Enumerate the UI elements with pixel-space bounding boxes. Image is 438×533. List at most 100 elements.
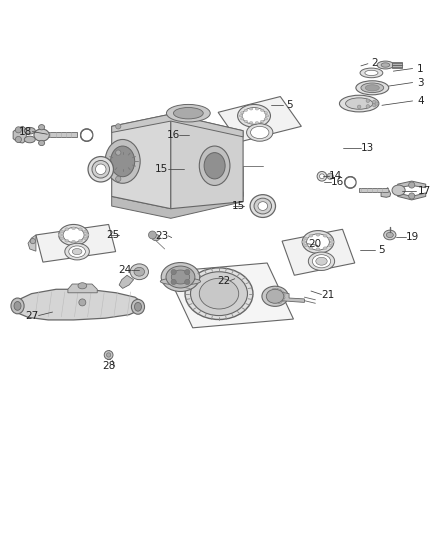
- Ellipse shape: [83, 237, 87, 240]
- Ellipse shape: [261, 120, 264, 123]
- Ellipse shape: [328, 244, 332, 247]
- Ellipse shape: [346, 98, 373, 109]
- Text: 13: 13: [361, 143, 374, 154]
- Circle shape: [15, 127, 21, 133]
- Ellipse shape: [78, 282, 87, 289]
- Ellipse shape: [339, 95, 379, 112]
- Polygon shape: [68, 284, 97, 293]
- Ellipse shape: [304, 237, 307, 240]
- Ellipse shape: [251, 126, 269, 139]
- Ellipse shape: [381, 63, 390, 67]
- Text: 15: 15: [232, 201, 245, 211]
- Ellipse shape: [71, 240, 76, 243]
- Circle shape: [116, 176, 121, 182]
- Ellipse shape: [254, 198, 272, 214]
- Polygon shape: [13, 289, 144, 320]
- Ellipse shape: [39, 125, 45, 130]
- Ellipse shape: [134, 302, 141, 311]
- Ellipse shape: [317, 172, 327, 181]
- Ellipse shape: [152, 235, 160, 241]
- Ellipse shape: [60, 230, 64, 233]
- Text: 5: 5: [378, 245, 385, 255]
- Ellipse shape: [360, 68, 383, 78]
- Ellipse shape: [365, 70, 378, 76]
- Ellipse shape: [71, 227, 76, 230]
- Circle shape: [116, 150, 121, 155]
- Ellipse shape: [92, 160, 110, 178]
- Ellipse shape: [255, 108, 259, 110]
- Polygon shape: [282, 229, 355, 275]
- Text: 14: 14: [328, 171, 342, 181]
- Text: 17: 17: [417, 186, 431, 196]
- Text: 16: 16: [166, 130, 180, 140]
- Text: 22: 22: [217, 276, 230, 286]
- Ellipse shape: [247, 124, 273, 141]
- Ellipse shape: [25, 136, 35, 143]
- Circle shape: [79, 299, 86, 306]
- Ellipse shape: [81, 129, 93, 141]
- Ellipse shape: [323, 247, 327, 249]
- Ellipse shape: [199, 146, 230, 185]
- Ellipse shape: [365, 85, 379, 91]
- Polygon shape: [13, 126, 26, 143]
- Ellipse shape: [63, 228, 84, 243]
- Ellipse shape: [261, 109, 264, 111]
- Ellipse shape: [237, 104, 270, 127]
- Polygon shape: [28, 235, 36, 251]
- Circle shape: [372, 103, 376, 107]
- Ellipse shape: [242, 108, 266, 124]
- Ellipse shape: [78, 228, 82, 230]
- Ellipse shape: [356, 81, 389, 95]
- Ellipse shape: [240, 112, 244, 114]
- Ellipse shape: [69, 246, 85, 257]
- Ellipse shape: [83, 230, 87, 233]
- Text: 2: 2: [371, 58, 378, 68]
- Circle shape: [104, 351, 113, 359]
- Text: 15: 15: [155, 164, 168, 174]
- Ellipse shape: [255, 122, 259, 124]
- Circle shape: [171, 279, 176, 285]
- Polygon shape: [112, 114, 243, 137]
- Circle shape: [375, 102, 378, 106]
- Ellipse shape: [307, 234, 329, 250]
- Text: 18: 18: [19, 127, 32, 136]
- Ellipse shape: [312, 255, 331, 268]
- Ellipse shape: [264, 112, 268, 114]
- Text: 3: 3: [417, 77, 424, 87]
- Ellipse shape: [302, 241, 306, 243]
- Ellipse shape: [199, 278, 239, 309]
- Ellipse shape: [302, 231, 334, 253]
- Text: 20: 20: [308, 239, 321, 249]
- Circle shape: [409, 193, 415, 199]
- Ellipse shape: [308, 252, 335, 270]
- Ellipse shape: [171, 270, 190, 284]
- Ellipse shape: [316, 233, 320, 236]
- Ellipse shape: [60, 237, 64, 240]
- Text: 23: 23: [155, 231, 169, 241]
- Ellipse shape: [25, 127, 35, 134]
- Ellipse shape: [65, 228, 69, 230]
- Text: 5: 5: [286, 100, 293, 110]
- Ellipse shape: [239, 115, 243, 117]
- Ellipse shape: [110, 146, 135, 177]
- Polygon shape: [381, 188, 391, 197]
- Polygon shape: [112, 114, 171, 209]
- Polygon shape: [47, 133, 77, 137]
- Text: 27: 27: [25, 311, 38, 320]
- Circle shape: [106, 353, 111, 357]
- Ellipse shape: [386, 232, 393, 238]
- Text: 19: 19: [406, 232, 419, 242]
- Ellipse shape: [85, 233, 89, 236]
- Ellipse shape: [377, 61, 394, 69]
- Ellipse shape: [14, 302, 21, 310]
- Ellipse shape: [240, 118, 244, 120]
- Ellipse shape: [323, 235, 327, 237]
- Ellipse shape: [34, 129, 49, 141]
- Ellipse shape: [185, 268, 253, 319]
- Circle shape: [171, 269, 176, 274]
- Polygon shape: [112, 192, 243, 219]
- Ellipse shape: [316, 248, 320, 251]
- Circle shape: [30, 238, 35, 244]
- Ellipse shape: [78, 239, 82, 242]
- Ellipse shape: [59, 224, 88, 246]
